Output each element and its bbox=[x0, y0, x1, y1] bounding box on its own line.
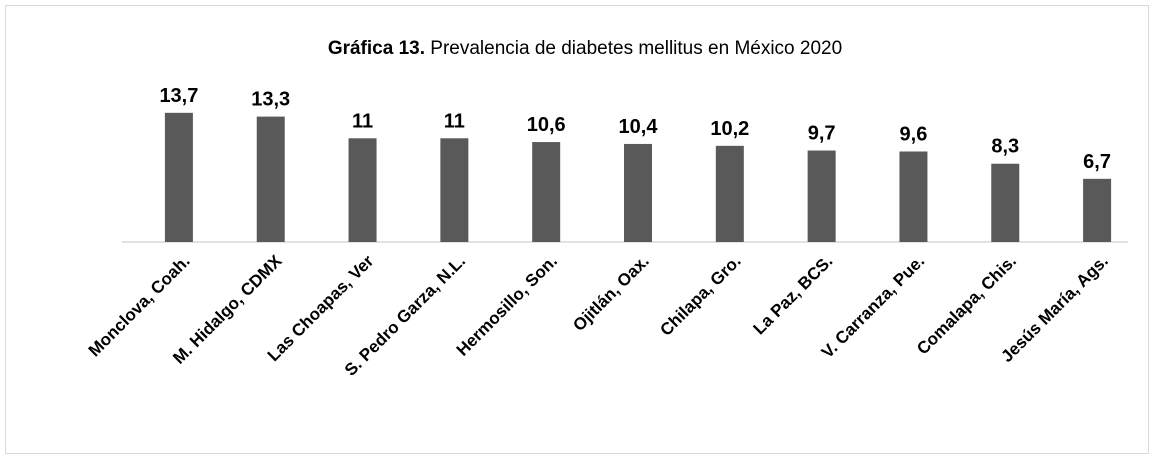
value-label: 10,6 bbox=[527, 114, 566, 136]
bar bbox=[164, 112, 193, 242]
value-label: 8,3 bbox=[991, 136, 1019, 158]
value-label: 6,7 bbox=[1083, 151, 1111, 173]
value-label: 10,4 bbox=[619, 116, 659, 138]
title-text: Prevalencia de diabetes mellitus en Méxi… bbox=[430, 38, 842, 59]
bar bbox=[256, 116, 285, 242]
chart-frame bbox=[5, 5, 1149, 454]
bar bbox=[624, 143, 652, 242]
value-label: 13,3 bbox=[251, 89, 290, 111]
value-label: 10,2 bbox=[710, 118, 749, 140]
value-label: 9,6 bbox=[900, 123, 928, 145]
bar bbox=[348, 138, 377, 242]
value-label: 11 bbox=[444, 110, 465, 132]
bar bbox=[807, 150, 836, 242]
value-label: 13,7 bbox=[159, 85, 198, 107]
value-label: 11 bbox=[352, 110, 373, 132]
title-prefix: Gráfica 13. bbox=[328, 38, 425, 59]
bar bbox=[715, 145, 744, 242]
bar bbox=[991, 163, 1020, 242]
bar bbox=[899, 151, 928, 242]
bar bbox=[1083, 178, 1112, 242]
chart-title: Gráfica 13. Prevalencia de diabetes mell… bbox=[328, 38, 842, 59]
value-label: 9,7 bbox=[808, 123, 836, 145]
bar bbox=[532, 142, 561, 242]
bar bbox=[440, 138, 469, 242]
